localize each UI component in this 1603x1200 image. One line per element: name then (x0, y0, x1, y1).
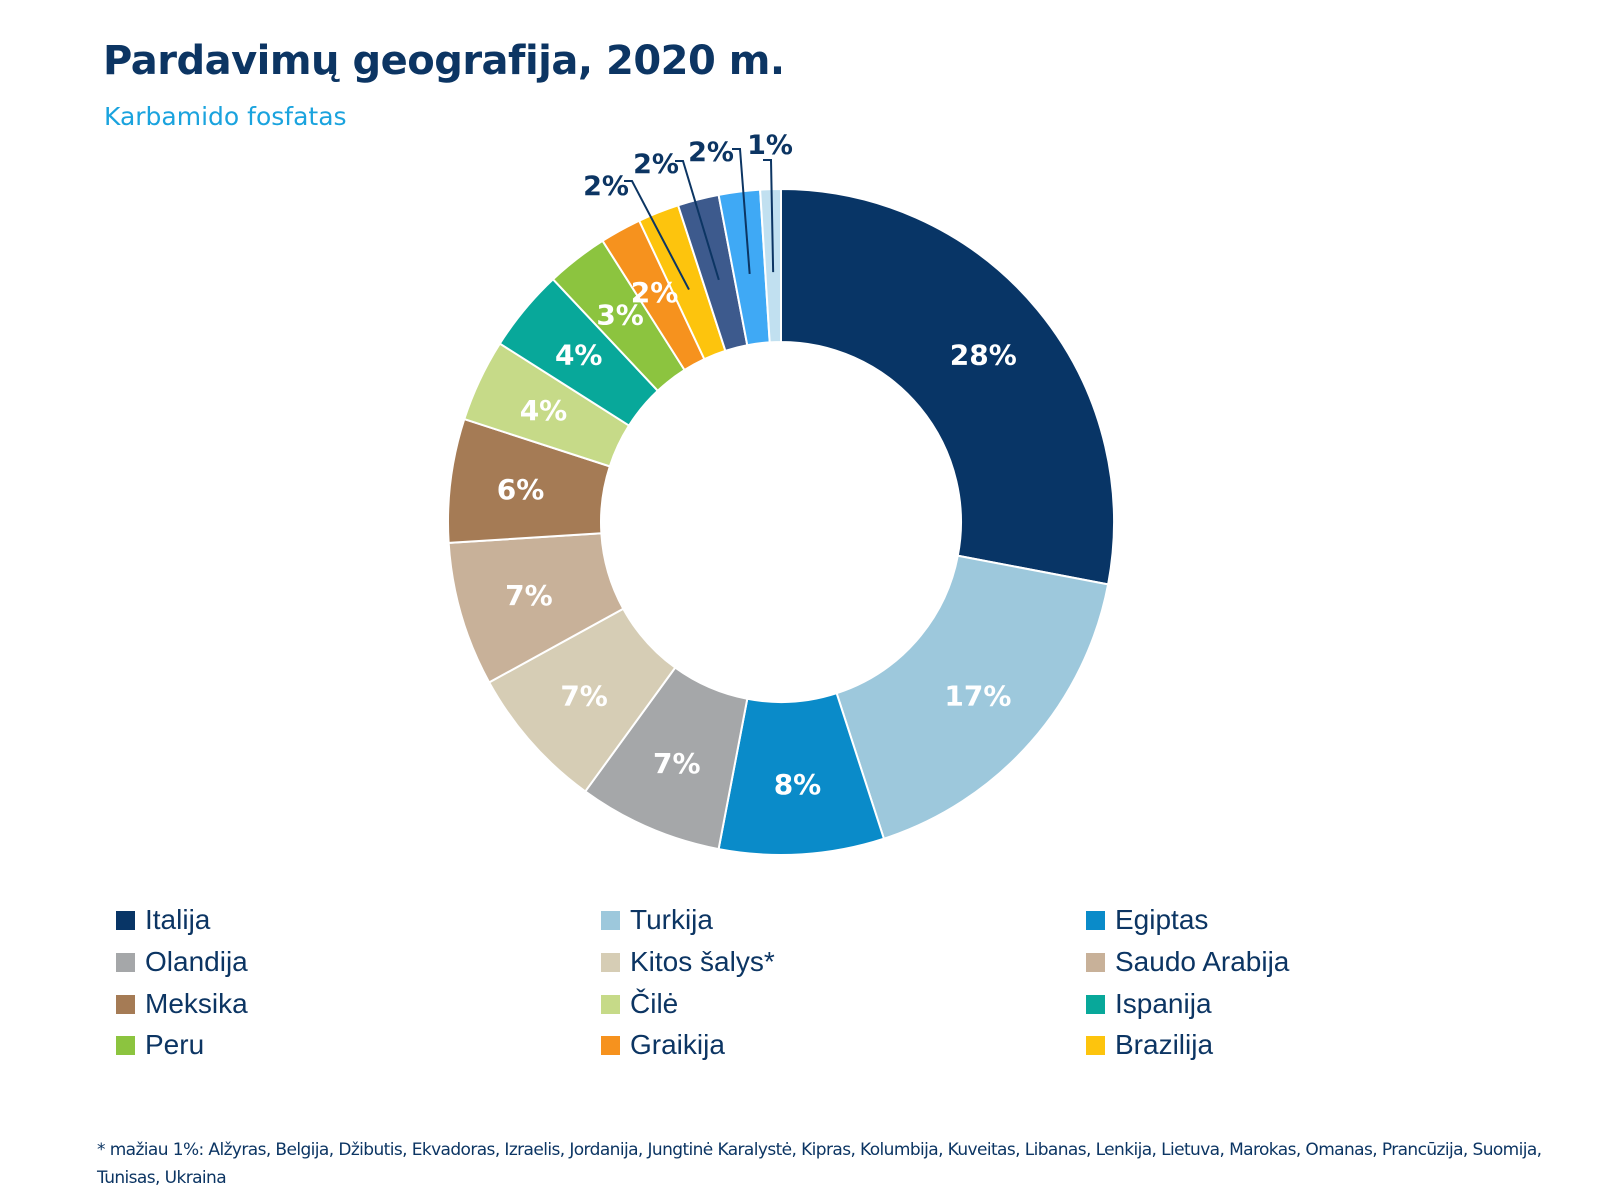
data-label-brazilija: 2% (583, 171, 629, 202)
legend-swatch (601, 952, 620, 972)
legend-item-italija: Italija (116, 904, 210, 936)
data-label-unlabeled-14: 1% (747, 130, 793, 161)
legend-item-meksika: Meksika (116, 988, 248, 1020)
data-label-unlabeled-13: 2% (688, 137, 734, 168)
legend-label: Ispanija (1115, 988, 1212, 1019)
leader-line-unlabeled-13 (732, 148, 751, 275)
legend-swatch (116, 994, 135, 1014)
legend-item-egiptas: Egiptas (1086, 904, 1208, 936)
chart-subtitle: Karbamido fosfatas (104, 102, 347, 131)
data-label-kitos-salys: 7% (560, 680, 608, 713)
legend-swatch (116, 1035, 135, 1055)
legend-label: Egiptas (1115, 904, 1209, 935)
legend-label: Čilė (630, 988, 679, 1019)
legend-swatch (601, 994, 620, 1014)
data-label-ispanija: 4% (555, 339, 603, 372)
legend-item-turkija: Turkija (601, 904, 713, 936)
legend-swatch (601, 910, 620, 930)
legend-label: Brazilija (1115, 1029, 1214, 1060)
data-label-graikija: 2% (631, 276, 679, 309)
slice-italija (780, 187, 1115, 586)
legend-item-kitos-salys: Kitos šalys* (601, 946, 775, 978)
legend-label: Peru (145, 1029, 205, 1060)
legend-label: Olandija (145, 946, 248, 977)
donut-chart: 28%17%8%7%7%7%6%4%4%3%2%2%2% 2% 1% (447, 130, 1115, 856)
legend-label: Kitos šalys* (630, 946, 775, 977)
legend-item-cile: Čilė (601, 988, 678, 1020)
leader-line-unlabeled-12 (675, 160, 720, 281)
legend-swatch (1086, 994, 1105, 1014)
legend-swatch (1086, 1035, 1105, 1055)
legend-label: Graikija (630, 1029, 725, 1060)
slice-unlabeled-14 (759, 187, 782, 344)
data-label-italija: 28% (950, 339, 1017, 372)
data-label-meksika: 6% (497, 473, 545, 506)
legend-swatch (116, 952, 135, 972)
data-label-olandija: 7% (653, 747, 701, 780)
chart-footnote: * mažiau 1%: Alžyras, Belgija, Džibutis,… (97, 1140, 1542, 1188)
legend-label: Italija (145, 904, 211, 935)
legend-item-brazilija: Brazilija (1086, 1029, 1213, 1061)
legend-swatch (1086, 910, 1105, 930)
data-label-unlabeled-12: 2% (633, 149, 679, 180)
chart-legend: Italija Turkija Egiptas Olandija Kitos šalys… (116, 904, 1516, 1094)
data-label-egiptas: 8% (774, 768, 822, 801)
legend-label: Saudo Arabija (1115, 946, 1290, 977)
leader-line-brazilija (624, 180, 690, 291)
legend-swatch (1086, 952, 1105, 972)
legend-swatch (601, 1035, 620, 1055)
leader-line-unlabeled-14 (763, 159, 775, 273)
data-label-saudo-arabija: 7% (505, 579, 553, 612)
data-label-peru: 3% (596, 299, 644, 332)
data-label-cile: 4% (520, 394, 568, 427)
slice-turkija (835, 554, 1110, 840)
data-label-turkija: 17% (944, 680, 1011, 713)
legend-label: Meksika (145, 988, 248, 1019)
legend-item-saudo-arabija: Saudo Arabija (1086, 946, 1289, 978)
legend-label: Turkija (630, 904, 713, 935)
legend-item-olandija: Olandija (116, 946, 248, 978)
legend-item-peru: Peru (116, 1029, 204, 1061)
legend-swatch (116, 910, 135, 930)
legend-item-ispanija: Ispanija (1086, 988, 1212, 1020)
chart-title: Pardavimų geografija, 2020 m. (103, 38, 785, 84)
legend-item-graikija: Graikija (601, 1029, 725, 1061)
